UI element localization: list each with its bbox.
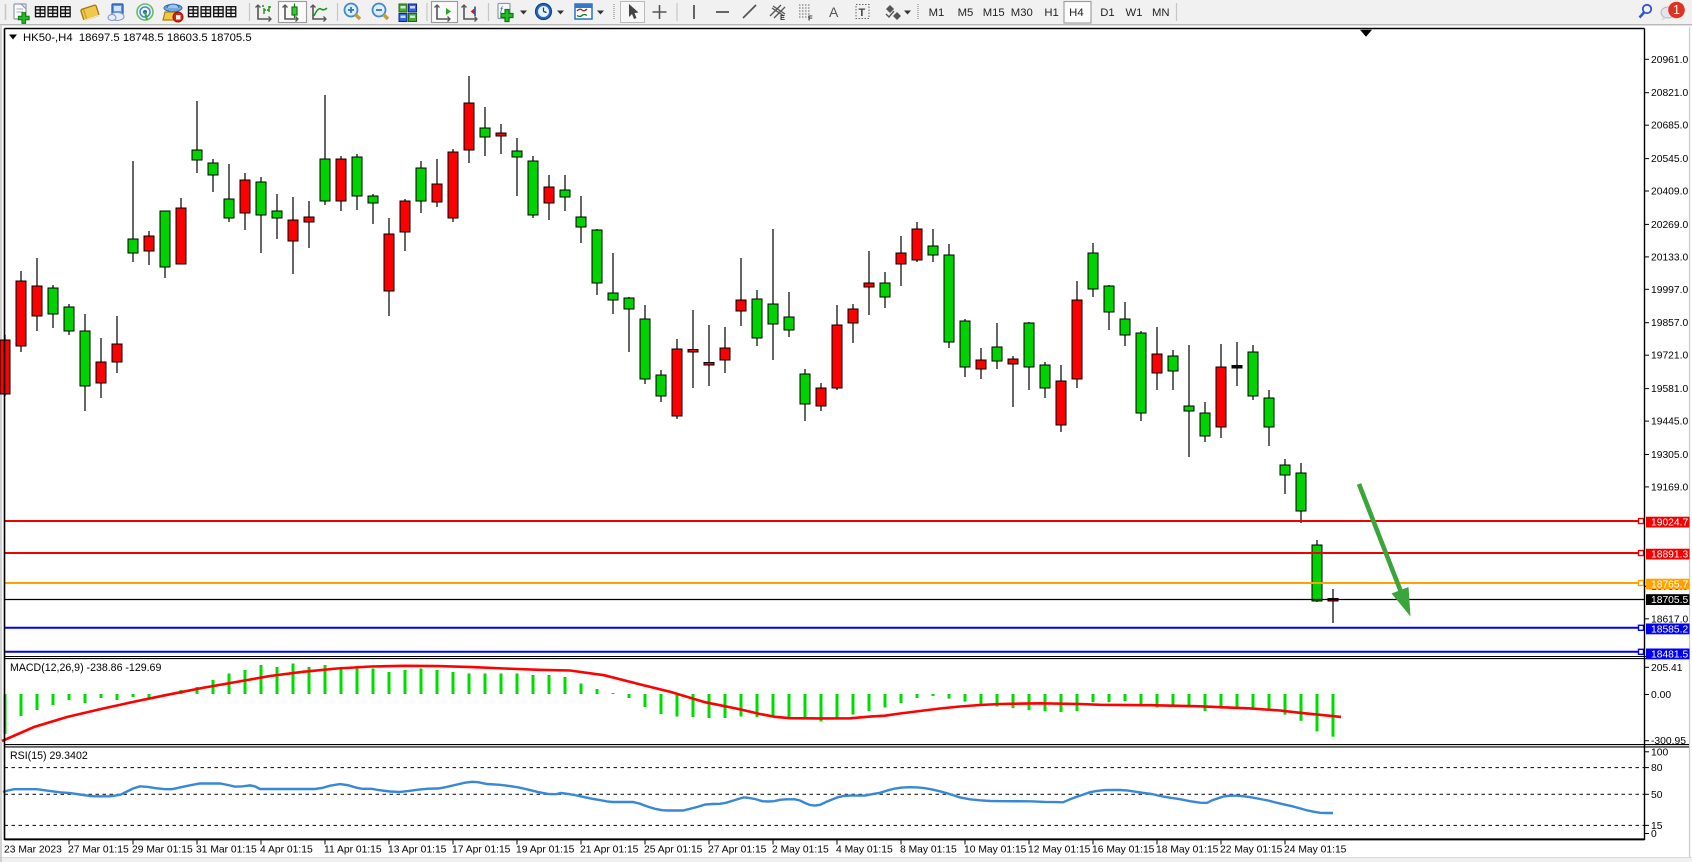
svg-text:15: 15 (1651, 821, 1663, 832)
svg-text:A: A (829, 4, 839, 20)
svg-text:W1: W1 (1126, 7, 1143, 19)
svg-text:13 Apr 01:15: 13 Apr 01:15 (388, 845, 447, 856)
svg-text:25 Apr 01:15: 25 Apr 01:15 (644, 845, 703, 856)
svg-text:18481.5: 18481.5 (1651, 649, 1688, 660)
svg-text:22 May 01:15: 22 May 01:15 (1220, 845, 1283, 856)
svg-text:29 Mar 01:15: 29 Mar 01:15 (132, 845, 193, 856)
svg-text:8 May 01:15: 8 May 01:15 (900, 845, 957, 856)
svg-text:31 Mar 01:15: 31 Mar 01:15 (196, 845, 257, 856)
svg-text:E: E (780, 13, 785, 22)
svg-text:21 Apr 01:15: 21 Apr 01:15 (580, 845, 639, 856)
svg-text:19721.0: 19721.0 (1651, 351, 1688, 362)
svg-text:4 Apr 01:15: 4 Apr 01:15 (260, 845, 313, 856)
svg-text:M30: M30 (1011, 7, 1033, 19)
svg-text:M15: M15 (983, 7, 1005, 19)
svg-text:4 May 01:15: 4 May 01:15 (836, 845, 893, 856)
svg-text:M5: M5 (958, 7, 974, 19)
svg-text:10 May 01:15: 10 May 01:15 (964, 845, 1027, 856)
svg-text:100: 100 (1651, 747, 1668, 758)
svg-text:18 May 01:15: 18 May 01:15 (1156, 845, 1219, 856)
svg-text:18765.7: 18765.7 (1651, 580, 1688, 591)
svg-text:-300.95: -300.95 (1651, 736, 1686, 747)
svg-text:17 Apr 01:15: 17 Apr 01:15 (452, 845, 511, 856)
svg-text:19857.0: 19857.0 (1651, 318, 1688, 329)
svg-text:H4: H4 (1069, 7, 1083, 19)
svg-text:D1: D1 (1100, 7, 1114, 19)
svg-text:18585.2: 18585.2 (1651, 624, 1688, 635)
svg-text:19445.0: 19445.0 (1651, 417, 1688, 428)
svg-text:50: 50 (1651, 790, 1663, 801)
svg-text:24 May 01:15: 24 May 01:15 (1284, 845, 1347, 856)
svg-text:2 May 01:15: 2 May 01:15 (772, 845, 829, 856)
svg-text:20545.0: 20545.0 (1651, 154, 1688, 165)
svg-text:19581.0: 19581.0 (1651, 384, 1688, 395)
svg-text:F: F (808, 14, 813, 23)
svg-text:M1: M1 (929, 7, 945, 19)
svg-text:19 Apr 01:15: 19 Apr 01:15 (516, 845, 575, 856)
svg-text:18891.3: 18891.3 (1651, 550, 1688, 561)
svg-text:12 May 01:15: 12 May 01:15 (1028, 845, 1091, 856)
svg-text:20685.0: 20685.0 (1651, 121, 1688, 132)
svg-text:27 Mar 01:15: 27 Mar 01:15 (68, 845, 129, 856)
svg-text:20269.0: 20269.0 (1651, 220, 1688, 231)
svg-text:18617.0: 18617.0 (1651, 614, 1688, 625)
svg-text:f: f (500, 5, 504, 15)
svg-text:19024.7: 19024.7 (1651, 518, 1688, 529)
svg-text:205.41: 205.41 (1651, 663, 1683, 674)
svg-text:20821.0: 20821.0 (1651, 88, 1688, 99)
svg-text:HK50-,H4 18697.5 18748.5 1860: HK50-,H4 18697.5 18748.5 18603.5 18705.5 (23, 32, 252, 44)
svg-text:20409.0: 20409.0 (1651, 187, 1688, 198)
svg-text:MN: MN (1152, 7, 1170, 19)
svg-text:20961.0: 20961.0 (1651, 55, 1688, 66)
svg-text:20133.0: 20133.0 (1651, 252, 1688, 263)
svg-text:MACD(12,26,9) -238.86 -129.69: MACD(12,26,9) -238.86 -129.69 (10, 662, 161, 674)
svg-text:19169.0: 19169.0 (1651, 482, 1688, 493)
svg-text:0.00: 0.00 (1651, 690, 1671, 701)
svg-text:11 Apr 01:15: 11 Apr 01:15 (324, 845, 382, 856)
svg-text:RSI(15) 29.3402: RSI(15) 29.3402 (10, 750, 88, 762)
svg-text:T: T (859, 7, 866, 19)
svg-text:16 May 01:15: 16 May 01:15 (1092, 845, 1155, 856)
svg-text:0: 0 (1651, 829, 1657, 840)
svg-text:18705.5: 18705.5 (1651, 595, 1688, 606)
svg-text:H1: H1 (1044, 7, 1058, 19)
svg-text:19305.0: 19305.0 (1651, 450, 1688, 461)
svg-text:80: 80 (1651, 763, 1663, 774)
svg-text:23 Mar 2023: 23 Mar 2023 (4, 845, 62, 856)
svg-text:1: 1 (1673, 3, 1680, 17)
svg-text:27 Apr 01:15: 27 Apr 01:15 (708, 845, 767, 856)
svg-text:19997.0: 19997.0 (1651, 285, 1688, 296)
